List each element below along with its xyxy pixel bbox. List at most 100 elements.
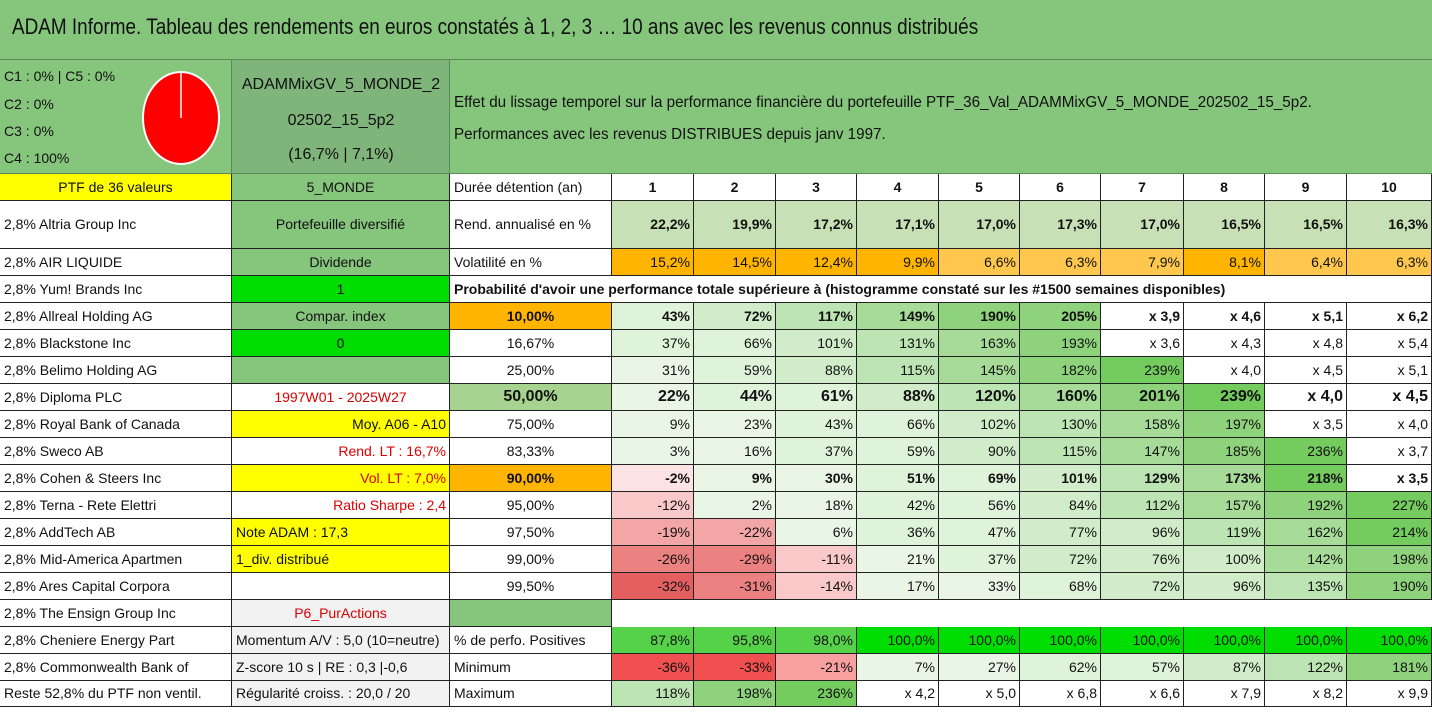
composition-line: C4 : 100%: [4, 150, 70, 166]
min-label: Minimum: [450, 654, 612, 681]
quantile-label: 97,50%: [450, 519, 612, 546]
vol-value: 12,4%: [776, 249, 857, 276]
quantile-value: 88%: [776, 357, 857, 384]
min-value: 7%: [857, 654, 939, 681]
quantile-value: x 4,0: [1184, 357, 1265, 384]
quantile-value: 160%: [1020, 384, 1101, 411]
max-value: x 8,2: [1265, 681, 1347, 707]
quantile-value: 61%: [776, 384, 857, 411]
quantile-value: 197%: [1184, 411, 1265, 438]
quantile-value: 96%: [1101, 519, 1184, 546]
holding-row: 2,8% Diploma PLC: [0, 384, 232, 411]
quantile-value: 22%: [612, 384, 694, 411]
quantile-value: 129%: [1101, 465, 1184, 492]
rend-value: 17,1%: [857, 201, 939, 249]
holding-row: 2,8% Belimo Holding AG: [0, 357, 232, 384]
holding-row: 2,8% Ares Capital Corpora: [0, 573, 232, 600]
quantile-value: 23%: [694, 411, 776, 438]
vol-value: 6,6%: [939, 249, 1020, 276]
max-value: 118%: [612, 681, 694, 707]
holding-row: 2,8% Mid-America Apartmen: [0, 546, 232, 573]
ptf-count-header: PTF de 36 valeurs: [0, 174, 232, 201]
info-item: [232, 573, 450, 600]
info-item: Moy. A06 - A10: [232, 411, 450, 438]
quantile-value: -22%: [694, 519, 776, 546]
composition-line: C2 : 0%: [4, 96, 54, 112]
report-title: ADAM Informe. Tableau des rendements en …: [12, 14, 979, 39]
year-header: 3: [776, 174, 857, 201]
min-value: 27%: [939, 654, 1020, 681]
holding-row: 2,8% Altria Group Inc: [0, 201, 232, 249]
positive-value: 100,0%: [1184, 627, 1265, 654]
quantile-value: 90%: [939, 438, 1020, 465]
quantile-value: 131%: [857, 330, 939, 357]
rend-label: Rend. annualisé en %: [450, 201, 612, 249]
quantile-value: 130%: [1020, 411, 1101, 438]
quantile-value: 21%: [857, 546, 939, 573]
max-value: x 4,2: [857, 681, 939, 707]
quantile-value: 147%: [1101, 438, 1184, 465]
probability-title: Probabilité d'avoir une performance tota…: [450, 276, 1432, 303]
quantile-label: 99,50%: [450, 573, 612, 600]
quantile-value: 239%: [1101, 357, 1184, 384]
quantile-value: 162%: [1265, 519, 1347, 546]
quantile-value: 72%: [1020, 546, 1101, 573]
vol-value: 9,9%: [857, 249, 939, 276]
spacer-cell: [450, 600, 612, 627]
quantile-value: 88%: [857, 384, 939, 411]
quantile-value: x 3,7: [1347, 438, 1432, 465]
min-value: -33%: [694, 654, 776, 681]
min-value: 62%: [1020, 654, 1101, 681]
info-item: Rend. LT : 16,7%: [232, 438, 450, 465]
quantile-value: 59%: [694, 357, 776, 384]
quantile-value: -31%: [694, 573, 776, 600]
quantile-value: 37%: [612, 330, 694, 357]
holding-row: 2,8% Royal Bank of Canada: [0, 411, 232, 438]
description-line: Performances avec les revenus DISTRIBUES…: [454, 126, 886, 143]
region-header: 5_MONDE: [232, 174, 450, 201]
quantile-value: 33%: [939, 573, 1020, 600]
info-item: 1_div. distribué: [232, 546, 450, 573]
composition-pie-chart: [142, 71, 220, 165]
quantile-value: -14%: [776, 573, 857, 600]
quantile-value: 173%: [1184, 465, 1265, 492]
max-value: x 6,6: [1101, 681, 1184, 707]
portfolio-stats: (16,7% | 7,1%): [288, 146, 394, 163]
quantile-label: 10,00%: [450, 303, 612, 330]
vol-label: Volatilité en %: [450, 249, 612, 276]
quantile-value: -29%: [694, 546, 776, 573]
quantile-value: 158%: [1101, 411, 1184, 438]
quantile-value: 190%: [1347, 573, 1432, 600]
composition-panel: C1 : 0% | C5 : 0% C2 : 0% C3 : 0% C4 : 1…: [0, 60, 232, 174]
quantile-value: 218%: [1265, 465, 1347, 492]
quantile-label: 99,00%: [450, 546, 612, 573]
quantile-value: 72%: [694, 303, 776, 330]
portfolio-name: ADAMMixGV_5_MONDE_2: [241, 76, 441, 93]
quantile-value: 68%: [1020, 573, 1101, 600]
quantile-value: x 4,6: [1184, 303, 1265, 330]
info-item: Z-score 10 s | RE : 0,3 |-0,6: [232, 654, 450, 681]
year-header: 7: [1101, 174, 1184, 201]
holding-row: 2,8% Allreal Holding AG: [0, 303, 232, 330]
quantile-value: 192%: [1265, 492, 1347, 519]
info-item: P6_PurActions: [232, 600, 450, 627]
quantile-label: 75,00%: [450, 411, 612, 438]
quantile-value: 66%: [857, 411, 939, 438]
description-panel: Effet du lissage temporel sur la perform…: [450, 60, 1432, 174]
holding-row: 2,8% Yum! Brands Inc: [0, 276, 232, 303]
holding-row: 2,8% Cohen & Steers Inc: [0, 465, 232, 492]
year-header: 9: [1265, 174, 1347, 201]
holding-row: 2,8% Terna - Rete Elettri: [0, 492, 232, 519]
description-line: Effet du lissage temporel sur la perform…: [454, 94, 1312, 111]
positive-value: 87,8%: [612, 627, 694, 654]
year-header: 2: [694, 174, 776, 201]
quantile-value: 190%: [939, 303, 1020, 330]
quantile-value: 59%: [857, 438, 939, 465]
quantile-value: x 4,0: [1347, 411, 1432, 438]
quantile-value: 37%: [776, 438, 857, 465]
year-header: 4: [857, 174, 939, 201]
quantile-value: 43%: [776, 411, 857, 438]
quantile-value: 120%: [939, 384, 1020, 411]
quantile-value: x 4,3: [1184, 330, 1265, 357]
positive-value: 100,0%: [857, 627, 939, 654]
